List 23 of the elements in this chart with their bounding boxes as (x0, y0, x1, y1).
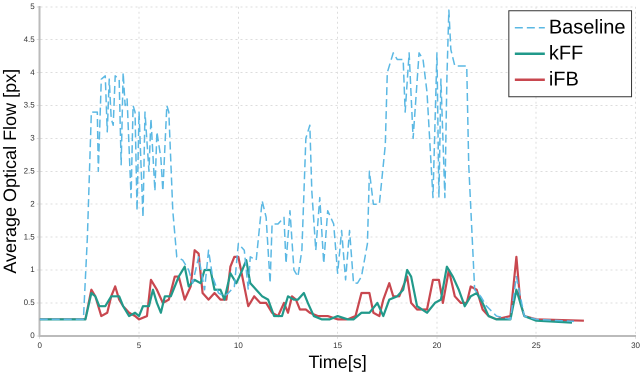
legend-label: Baseline (548, 16, 626, 38)
legend-label: kFF (548, 42, 584, 64)
y-tick-label: 4.5 (24, 34, 36, 44)
x-tick-label: 15 (333, 340, 343, 350)
y-tick-label: 4 (30, 68, 36, 77)
x-tick-label: 0 (37, 340, 42, 350)
x-tick-label: 20 (432, 340, 442, 350)
y-tick-label: 3 (30, 134, 36, 143)
x-axis-title: Time[s] (308, 352, 367, 372)
y-tick-label: 2 (30, 199, 36, 208)
x-tick-label: 25 (532, 340, 542, 350)
legend-label: iFB (548, 68, 579, 90)
y-tick-label: 2.5 (24, 166, 36, 176)
x-tick-label: 10 (234, 340, 244, 350)
y-tick-label: 1.5 (24, 232, 36, 242)
x-tick-label: 30 (631, 340, 641, 350)
y-tick-label: 3.5 (24, 100, 36, 110)
x-tick-label: 5 (136, 340, 142, 350)
y-axis-title: Average Optical Flow [px] (0, 68, 20, 274)
y-tick-label: 0.5 (24, 298, 36, 308)
y-tick-label: 5 (30, 2, 36, 12)
y-tick-label: 1 (30, 265, 36, 274)
y-tick-label: 0 (30, 331, 36, 340)
